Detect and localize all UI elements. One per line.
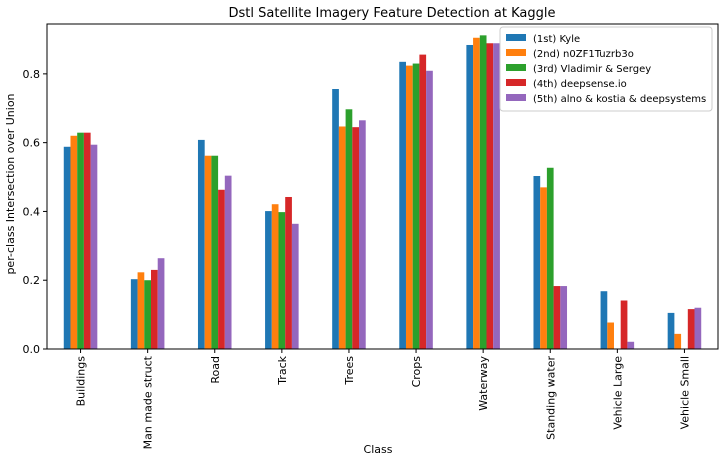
bar — [560, 286, 568, 349]
legend-entry: (4th) deepsense.io — [533, 79, 627, 90]
bar — [546, 167, 554, 349]
bar — [197, 139, 205, 349]
bar — [486, 43, 494, 349]
legend-entry: (3rd) Vladimir & Sergey — [533, 64, 651, 75]
y-tick-label: 0.2 — [23, 274, 41, 287]
bar — [620, 300, 628, 349]
legend-swatch — [506, 64, 526, 71]
bar — [687, 309, 695, 349]
x-tick-label: Trees — [343, 356, 356, 386]
bar — [540, 187, 547, 349]
plot-area — [63, 35, 702, 350]
bar — [466, 44, 474, 349]
x-axis-label: Class — [364, 443, 393, 456]
legend-swatch — [506, 34, 526, 41]
legend: (1st) Kyle (2nd) n0ZF1Tuzrb3o (3rd) Vladim… — [499, 26, 713, 112]
bar — [137, 272, 145, 349]
bar — [144, 280, 151, 349]
x-tick-label: Man made struct — [142, 355, 155, 449]
x-tick-label: Track — [276, 355, 289, 385]
bar — [332, 89, 339, 349]
x-tick-label: Buildings — [75, 356, 88, 407]
bar — [130, 279, 138, 349]
bar — [278, 212, 286, 349]
bar — [211, 155, 219, 349]
bar — [473, 37, 480, 349]
bar — [77, 132, 84, 349]
bar — [607, 322, 614, 349]
bar — [674, 333, 682, 349]
x-tick-label: Road — [209, 356, 222, 384]
bar — [352, 127, 360, 349]
bar — [285, 196, 292, 349]
y-axis-label: per-class Intersection over Union — [4, 93, 17, 274]
bar — [218, 189, 225, 349]
x-tick-label: Crops — [410, 356, 423, 388]
bar — [345, 109, 353, 349]
bar — [70, 135, 78, 349]
bar — [338, 126, 346, 350]
y-tick-label: 0.8 — [23, 68, 41, 81]
bar — [157, 258, 165, 349]
bar — [224, 175, 232, 349]
bar — [479, 35, 487, 349]
bar — [533, 176, 541, 349]
bar — [627, 341, 635, 349]
bar — [63, 146, 71, 349]
legend-entry: (5th) alno & kostia & deepsystems — [533, 94, 706, 105]
legend-swatch — [506, 49, 526, 56]
y-tick-label: 0.6 — [23, 137, 41, 150]
x-tick-label: Waterway — [477, 356, 490, 411]
bar — [405, 65, 413, 350]
bar — [359, 120, 366, 349]
y-tick-label: 0.4 — [23, 205, 41, 218]
x-axis: Buildings Man made struct Road Track Trees Cr… — [75, 349, 691, 449]
legend-swatch — [506, 79, 526, 86]
x-tick-label: Vehicle Small — [678, 356, 691, 429]
y-axis: 0.0 0.2 0.4 0.6 0.8 — [23, 68, 47, 356]
bar — [412, 63, 420, 350]
bar — [265, 211, 272, 349]
bar — [667, 312, 675, 349]
bar — [204, 155, 212, 349]
legend-entry: (2nd) n0ZF1Tuzrb3o — [533, 49, 634, 60]
x-tick-label: Vehicle Large — [611, 356, 624, 430]
bar — [90, 144, 98, 349]
bar — [151, 269, 158, 349]
y-tick-label: 0.0 — [23, 343, 41, 356]
x-tick-label: Standing water — [544, 356, 557, 440]
bar — [600, 291, 608, 349]
bar — [426, 70, 433, 350]
plot-frame — [46, 23, 719, 350]
bar — [291, 223, 299, 349]
bar — [553, 286, 561, 349]
legend-entry: (1st) Kyle — [533, 34, 580, 45]
legend-box — [499, 26, 713, 112]
bar — [83, 132, 91, 349]
bar — [419, 54, 427, 350]
chart-title: Dstl Satellite Imagery Feature Detection… — [229, 6, 556, 21]
legend-swatch — [506, 94, 526, 101]
bar — [399, 61, 406, 349]
bar — [271, 204, 279, 349]
bar — [493, 43, 500, 349]
bar — [694, 307, 702, 349]
